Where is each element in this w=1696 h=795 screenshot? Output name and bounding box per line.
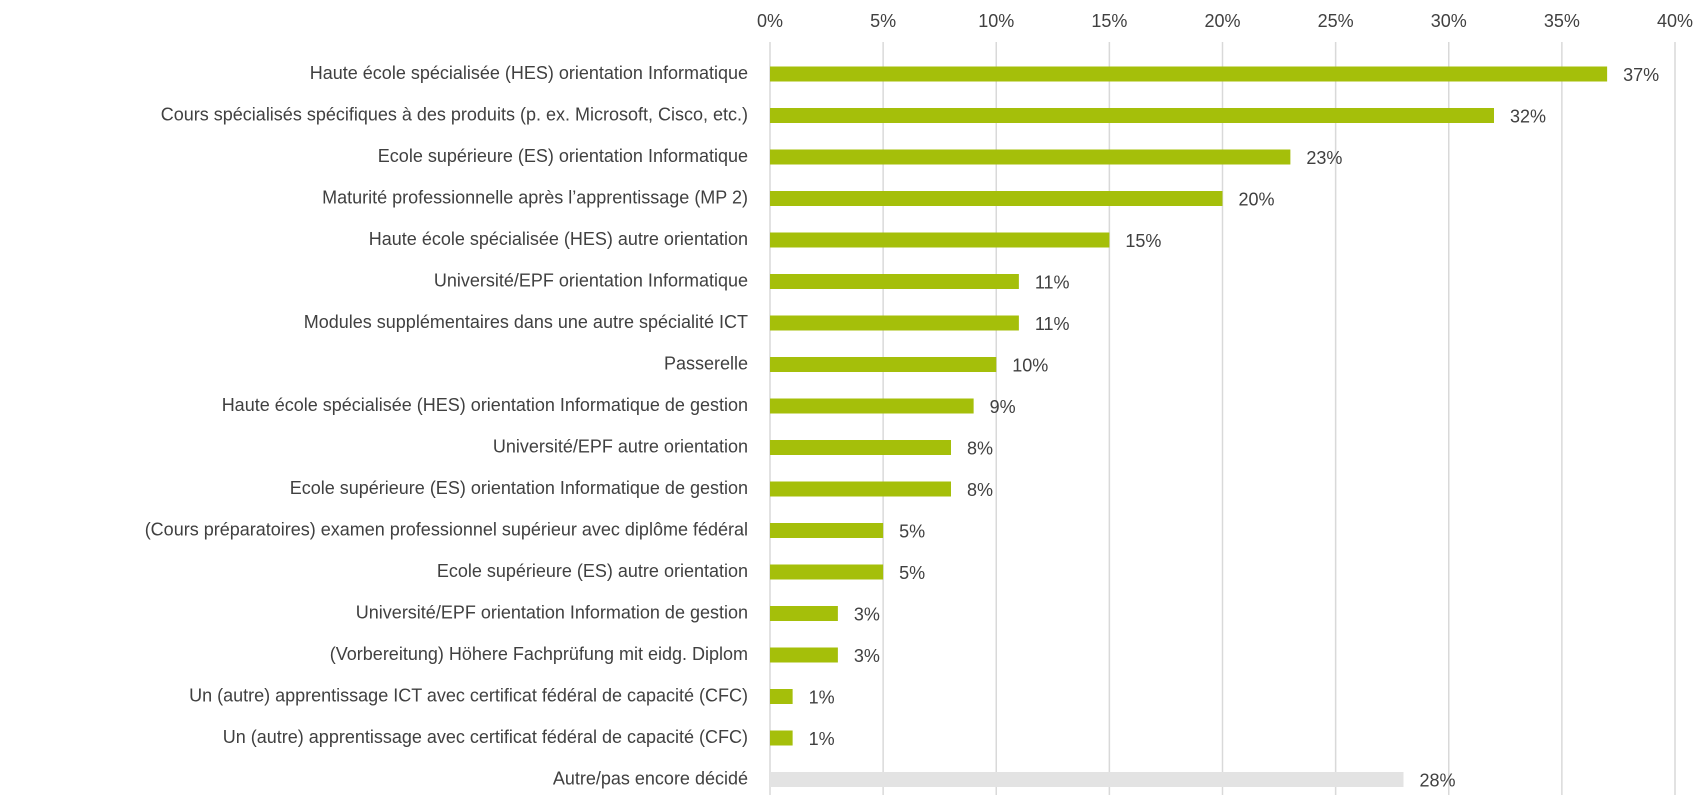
bar bbox=[770, 523, 884, 538]
x-tick-label: 40% bbox=[1657, 11, 1693, 31]
bar bbox=[770, 357, 997, 372]
data-label: 5% bbox=[899, 563, 925, 583]
bar bbox=[770, 564, 884, 580]
bar bbox=[770, 108, 1494, 123]
data-label: 5% bbox=[899, 521, 925, 541]
y-tick-label: Autre/pas encore décidé bbox=[553, 768, 748, 788]
y-tick-label: Université/EPF orientation Information d… bbox=[356, 602, 748, 622]
bar bbox=[770, 232, 1110, 248]
y-tick-label: Modules supplémentaires dans une autre s… bbox=[304, 312, 748, 332]
y-tick-label: Haute école spécialisée (HES) orientatio… bbox=[310, 63, 748, 83]
data-label: 8% bbox=[967, 480, 993, 500]
data-label: 3% bbox=[854, 604, 880, 624]
y-tick-label: (Cours préparatoires) examen professionn… bbox=[145, 519, 748, 539]
bar bbox=[770, 66, 1608, 82]
y-tick-label: Ecole supérieure (ES) autre orientation bbox=[437, 561, 748, 581]
data-label: 23% bbox=[1306, 148, 1342, 168]
bar bbox=[770, 315, 1019, 331]
y-tick-label: (Vorbereitung) Höhere Fachprüfung mit ei… bbox=[330, 644, 748, 664]
y-tick-label: Cours spécialisés spécifiques à des prod… bbox=[161, 104, 748, 124]
x-tick-label: 0% bbox=[757, 11, 783, 31]
y-tick-label: Université/EPF orientation Informatique bbox=[434, 270, 748, 290]
y-tick-label: Un (autre) apprentissage avec certificat… bbox=[223, 727, 748, 747]
data-label: 9% bbox=[990, 397, 1016, 417]
bar bbox=[770, 481, 951, 497]
x-tick-label: 15% bbox=[1091, 11, 1127, 31]
bar bbox=[770, 772, 1404, 787]
data-label: 1% bbox=[809, 687, 835, 707]
x-tick-label: 10% bbox=[978, 11, 1014, 31]
data-label: 11% bbox=[1035, 314, 1070, 334]
bar bbox=[770, 606, 838, 621]
bar bbox=[770, 191, 1223, 206]
x-tick-label: 5% bbox=[870, 11, 896, 31]
y-tick-label: Ecole supérieure (ES) orientation Inform… bbox=[378, 146, 748, 166]
data-label: 32% bbox=[1510, 106, 1546, 126]
data-label: 8% bbox=[967, 438, 993, 458]
bar bbox=[770, 274, 1019, 289]
data-label: 3% bbox=[854, 646, 880, 666]
bar bbox=[770, 689, 793, 704]
bar bbox=[770, 440, 951, 455]
y-tick-label: Passerelle bbox=[664, 353, 748, 373]
y-tick-label: Maturité professionnelle après l’apprent… bbox=[322, 187, 748, 207]
data-label: 1% bbox=[809, 729, 835, 749]
bar bbox=[770, 398, 974, 414]
data-label: 37% bbox=[1623, 65, 1659, 85]
y-tick-label: Université/EPF autre orientation bbox=[493, 436, 748, 456]
data-label: 15% bbox=[1125, 231, 1161, 251]
x-tick-label: 20% bbox=[1204, 11, 1240, 31]
data-label: 28% bbox=[1420, 770, 1456, 790]
bar bbox=[770, 149, 1291, 165]
data-label: 11% bbox=[1035, 272, 1070, 292]
bar bbox=[770, 647, 838, 663]
x-tick-label: 35% bbox=[1544, 11, 1580, 31]
y-tick-label: Haute école spécialisée (HES) orientatio… bbox=[222, 395, 748, 415]
y-tick-label: Haute école spécialisée (HES) autre orie… bbox=[369, 229, 748, 249]
data-label: 10% bbox=[1012, 355, 1048, 375]
data-label: 20% bbox=[1239, 189, 1275, 209]
bar bbox=[770, 730, 793, 746]
y-tick-label: Un (autre) apprentissage ICT avec certif… bbox=[189, 685, 748, 705]
x-tick-label: 30% bbox=[1431, 11, 1467, 31]
x-tick-label: 25% bbox=[1318, 11, 1354, 31]
y-tick-label: Ecole supérieure (ES) orientation Inform… bbox=[290, 478, 748, 498]
